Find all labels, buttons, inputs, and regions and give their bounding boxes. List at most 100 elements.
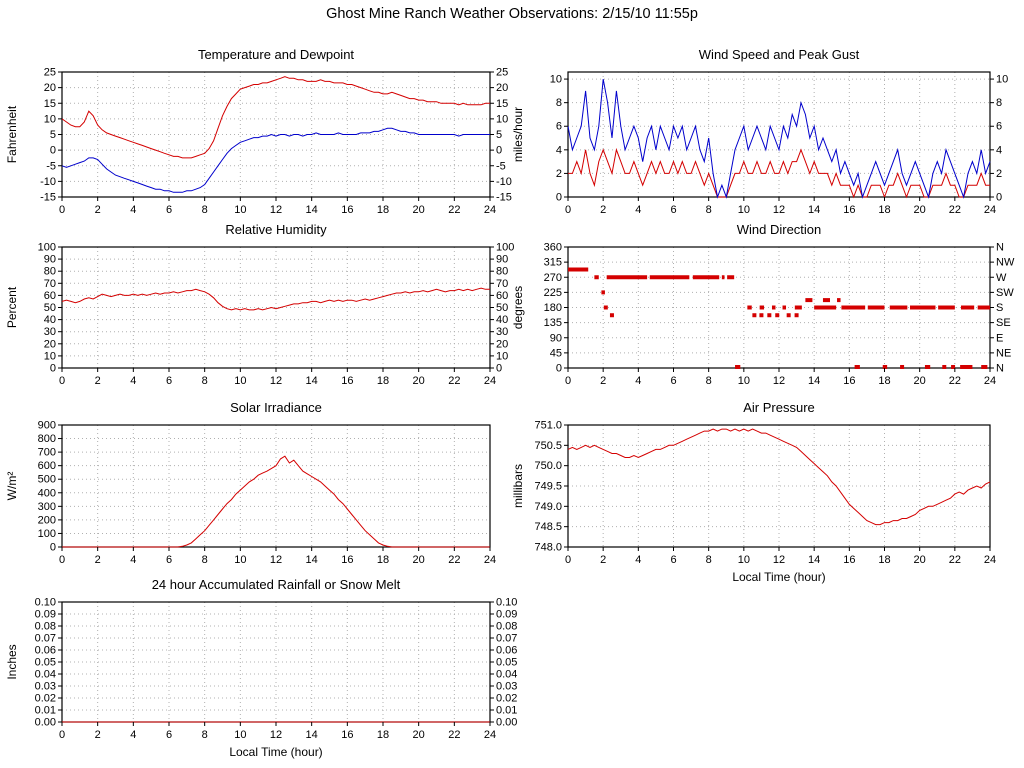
svg-text:10: 10: [496, 113, 508, 125]
svg-text:16: 16: [843, 554, 855, 566]
svg-text:20: 20: [413, 729, 425, 741]
svg-text:24: 24: [484, 204, 496, 216]
svg-text:748.5: 748.5: [534, 521, 562, 533]
svg-text:10: 10: [996, 74, 1008, 86]
svg-text:0.05: 0.05: [496, 657, 517, 669]
svg-text:22: 22: [949, 375, 961, 387]
svg-text:12: 12: [270, 729, 282, 741]
svg-text:10: 10: [234, 375, 246, 387]
svg-text:80: 80: [44, 266, 56, 278]
svg-text:0.09: 0.09: [35, 609, 56, 621]
svg-text:0.03: 0.03: [496, 681, 517, 693]
svg-text:5: 5: [50, 129, 56, 141]
svg-text:6: 6: [670, 375, 676, 387]
svg-text:14: 14: [808, 554, 820, 566]
svg-text:Solar Irradiance: Solar Irradiance: [230, 400, 322, 415]
svg-text:20: 20: [44, 338, 56, 350]
svg-text:18: 18: [377, 375, 389, 387]
svg-text:0.10: 0.10: [35, 597, 56, 609]
svg-text:10: 10: [44, 350, 56, 362]
svg-text:18: 18: [878, 375, 890, 387]
temperature-dewpoint-chart: 0 2 4 6 8 10 12 14 16 18 20 22 24-15 -15-10 -10-5 -50 05…: [5, 47, 512, 216]
svg-text:0.00: 0.00: [496, 717, 517, 729]
svg-text:40: 40: [44, 314, 56, 326]
svg-text:100: 100: [38, 242, 56, 254]
svg-text:4: 4: [635, 204, 641, 216]
svg-text:0: 0: [59, 375, 65, 387]
wind-speed-gust-chart: 0 2 4 6 8 10 12 14 16 18 20 22 240 02 24 46 68 810 10Wind …: [511, 47, 1008, 216]
svg-text:-10: -10: [496, 176, 512, 188]
svg-text:10: 10: [738, 554, 750, 566]
svg-text:-5: -5: [46, 160, 56, 172]
svg-text:4: 4: [130, 729, 136, 741]
rainfall-chart: 0 2 4 6 8 10 12 14 16 18 20 22 240.00 0.000.01 0.010.0…: [5, 577, 517, 759]
svg-text:24 hour Accumulated Rainfall o: 24 hour Accumulated Rainfall or Snow Mel…: [152, 577, 401, 592]
svg-text:750.5: 750.5: [534, 440, 562, 452]
svg-text:degrees: degrees: [511, 286, 525, 329]
svg-text:24: 24: [484, 554, 496, 566]
svg-text:20: 20: [496, 338, 508, 350]
svg-text:270: 270: [544, 272, 562, 284]
svg-text:0: 0: [50, 145, 56, 157]
svg-text:90: 90: [496, 254, 508, 266]
svg-text:Inches: Inches: [5, 644, 19, 679]
svg-text:30: 30: [44, 326, 56, 338]
svg-text:0.04: 0.04: [496, 669, 517, 681]
svg-text:16: 16: [341, 375, 353, 387]
svg-text:0.00: 0.00: [35, 717, 56, 729]
svg-text:W: W: [996, 272, 1007, 284]
svg-text:0.06: 0.06: [35, 645, 56, 657]
svg-text:0.08: 0.08: [35, 621, 56, 633]
svg-text:100: 100: [496, 242, 514, 254]
svg-text:2: 2: [600, 204, 606, 216]
svg-text:6: 6: [166, 204, 172, 216]
svg-text:40: 40: [496, 314, 508, 326]
svg-text:14: 14: [306, 554, 318, 566]
svg-text:14: 14: [306, 375, 318, 387]
svg-text:-15: -15: [496, 192, 512, 204]
svg-text:Temperature and Dewpoint: Temperature and Dewpoint: [198, 47, 354, 62]
svg-text:50: 50: [44, 302, 56, 314]
svg-text:E: E: [996, 332, 1003, 344]
svg-text:8: 8: [706, 554, 712, 566]
svg-text:6: 6: [166, 375, 172, 387]
svg-text:24: 24: [984, 554, 996, 566]
svg-text:0: 0: [59, 554, 65, 566]
svg-text:900: 900: [38, 420, 56, 432]
svg-text:8: 8: [202, 729, 208, 741]
svg-text:18: 18: [878, 554, 890, 566]
svg-text:60: 60: [496, 290, 508, 302]
svg-text:Air Pressure: Air Pressure: [743, 400, 815, 415]
svg-text:0: 0: [50, 542, 56, 554]
svg-text:748.0: 748.0: [534, 542, 562, 554]
svg-text:20: 20: [914, 554, 926, 566]
svg-text:315: 315: [544, 257, 562, 269]
svg-text:4: 4: [635, 554, 641, 566]
svg-text:2: 2: [600, 375, 606, 387]
svg-text:4: 4: [130, 204, 136, 216]
svg-text:2: 2: [95, 204, 101, 216]
svg-text:8: 8: [202, 204, 208, 216]
svg-text:20: 20: [413, 554, 425, 566]
svg-text:0: 0: [496, 145, 502, 157]
svg-text:0.01: 0.01: [35, 705, 56, 717]
svg-text:20: 20: [914, 204, 926, 216]
svg-text:14: 14: [306, 204, 318, 216]
svg-text:2: 2: [996, 168, 1002, 180]
svg-text:Relative Humidity: Relative Humidity: [225, 222, 327, 237]
svg-text:10: 10: [234, 554, 246, 566]
svg-text:24: 24: [984, 204, 996, 216]
svg-text:12: 12: [773, 554, 785, 566]
svg-text:0.05: 0.05: [35, 657, 56, 669]
svg-text:360: 360: [544, 242, 562, 254]
svg-text:8: 8: [996, 97, 1002, 109]
svg-text:0: 0: [496, 363, 502, 375]
svg-text:2: 2: [95, 554, 101, 566]
svg-text:0.02: 0.02: [35, 693, 56, 705]
svg-text:14: 14: [808, 204, 820, 216]
svg-text:S: S: [996, 302, 1003, 314]
svg-text:0: 0: [59, 729, 65, 741]
svg-text:25: 25: [496, 67, 508, 79]
